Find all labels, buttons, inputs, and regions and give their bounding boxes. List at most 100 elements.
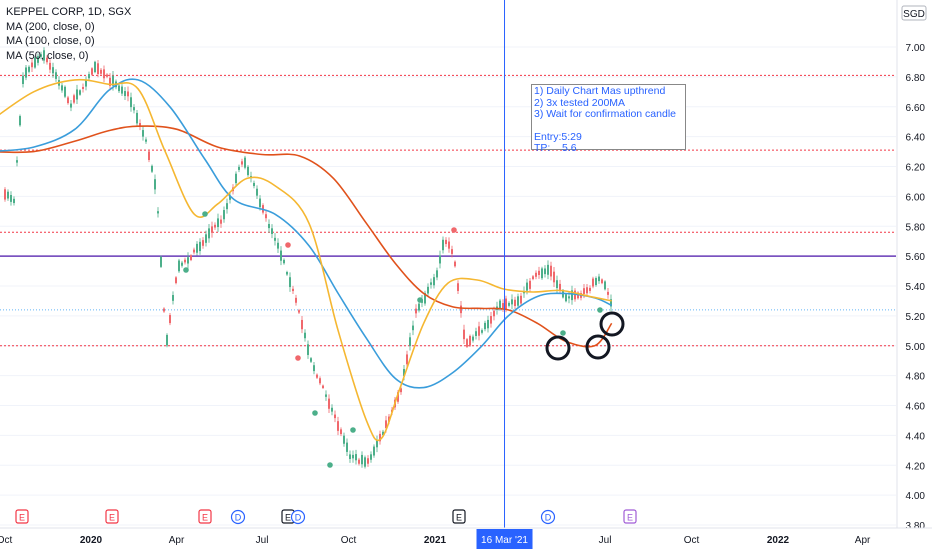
candle-body xyxy=(52,67,54,74)
candle-body xyxy=(520,295,522,304)
candle-body xyxy=(508,302,510,306)
candle-body xyxy=(157,211,159,214)
candle-body xyxy=(217,218,219,228)
legend-title[interactable]: KEPPEL CORP, 1D, SGX xyxy=(6,6,132,18)
candle-body xyxy=(40,54,42,57)
currency-label: SGD xyxy=(903,9,925,20)
candle-body xyxy=(142,130,144,137)
candle-body xyxy=(220,219,222,224)
candle-body xyxy=(331,407,333,412)
touch-circles xyxy=(545,311,625,361)
time-tick-label: Jul xyxy=(256,535,269,546)
time-tick-label: 2021 xyxy=(424,535,447,546)
candle-body xyxy=(322,385,324,389)
candle-body xyxy=(517,296,519,306)
candle-body xyxy=(544,268,546,275)
candle-body xyxy=(166,334,168,346)
candle-body xyxy=(43,50,45,61)
candle-body xyxy=(463,329,465,340)
candle-body xyxy=(529,280,531,289)
candle-body xyxy=(139,123,141,127)
earnings-event-badge: E xyxy=(198,509,212,524)
candle-body xyxy=(292,288,294,292)
time-tick-label: Oct xyxy=(0,535,13,546)
price-tick-label: 4.00 xyxy=(906,491,926,502)
candle-body xyxy=(31,62,33,68)
candle-body xyxy=(280,250,282,261)
event-badge-circle xyxy=(230,509,246,525)
candle-body xyxy=(328,398,330,409)
event-badge-box xyxy=(15,509,29,524)
candle-body xyxy=(334,414,336,419)
event-badge-letter: E xyxy=(202,513,208,523)
candle-body xyxy=(178,260,180,272)
candle-body xyxy=(610,299,612,307)
price-axis[interactable]: SGD 7.00 6.80 6.60 6.40 6.20 6.00 5.80 5.60 5.40 5… xyxy=(896,0,932,532)
candle-body xyxy=(304,332,306,339)
candle-body xyxy=(34,57,36,68)
legend-ma200[interactable]: MA (200, close, 0) xyxy=(6,20,95,33)
candle-body xyxy=(25,67,27,78)
candle-body xyxy=(319,378,321,384)
event-badge-box xyxy=(105,509,119,524)
candle-body xyxy=(226,203,228,210)
time-axis-bg xyxy=(0,528,932,550)
candle-body xyxy=(46,57,48,63)
candle-body xyxy=(337,421,339,431)
candle-body xyxy=(460,305,462,314)
signal-marker xyxy=(417,297,423,303)
price-candles xyxy=(4,47,612,469)
candle-body xyxy=(400,388,402,393)
time-tick-label: Apr xyxy=(855,535,871,546)
candle-body xyxy=(313,365,315,372)
candle-body xyxy=(478,326,480,336)
time-tick-label: 2020 xyxy=(80,535,103,546)
time-tick-label: 2022 xyxy=(767,535,790,546)
candle-body xyxy=(550,265,552,277)
candle-body xyxy=(373,446,375,456)
event-badge-letter: D xyxy=(545,513,552,523)
event-badge-letter: D xyxy=(235,513,242,523)
candle-body xyxy=(340,429,342,435)
candle-body xyxy=(106,74,108,77)
candle-body xyxy=(64,86,66,97)
candle-body xyxy=(346,442,348,452)
event-badge-letter: E xyxy=(285,513,291,523)
time-axis[interactable]: Oct2020AprJulOct2021AprJulOct2022Apr16 M… xyxy=(0,527,932,550)
legend-ma100[interactable]: MA (100, close, 0) xyxy=(6,35,95,47)
candle-body xyxy=(241,161,243,165)
event-badge-box xyxy=(198,509,212,524)
candle-body xyxy=(61,85,63,91)
candle-body xyxy=(133,107,135,111)
candle-body xyxy=(277,242,279,249)
candle-body xyxy=(10,195,12,202)
legend-ma50[interactable]: MA (50, close, 0) xyxy=(6,49,89,62)
candle-body xyxy=(583,288,585,294)
candle-body xyxy=(229,195,231,200)
candle-body xyxy=(127,91,129,97)
candle-body xyxy=(409,337,411,346)
event-badge-letter: E xyxy=(627,513,633,523)
candle-body xyxy=(427,286,429,294)
annotation-note[interactable]: 1) Daily Chart Mas upthrend 2) 3x tested… xyxy=(531,84,686,154)
candle-body xyxy=(124,91,126,97)
candle-body xyxy=(445,239,447,245)
candle-body xyxy=(439,255,441,264)
candle-body xyxy=(457,283,459,291)
signal-marker xyxy=(183,267,189,273)
candle-body xyxy=(379,433,381,442)
candle-body xyxy=(70,103,72,108)
price-tick-label: 5.40 xyxy=(906,282,926,293)
crosshair-date-badge xyxy=(476,529,533,549)
candle-body xyxy=(244,157,246,168)
candle-body xyxy=(586,287,588,294)
candle-body xyxy=(223,210,225,220)
candle-body xyxy=(511,299,513,305)
candle-body xyxy=(343,435,345,444)
candle-body xyxy=(433,277,435,286)
price-axis-bg xyxy=(897,0,932,528)
ma200-line xyxy=(0,125,613,348)
